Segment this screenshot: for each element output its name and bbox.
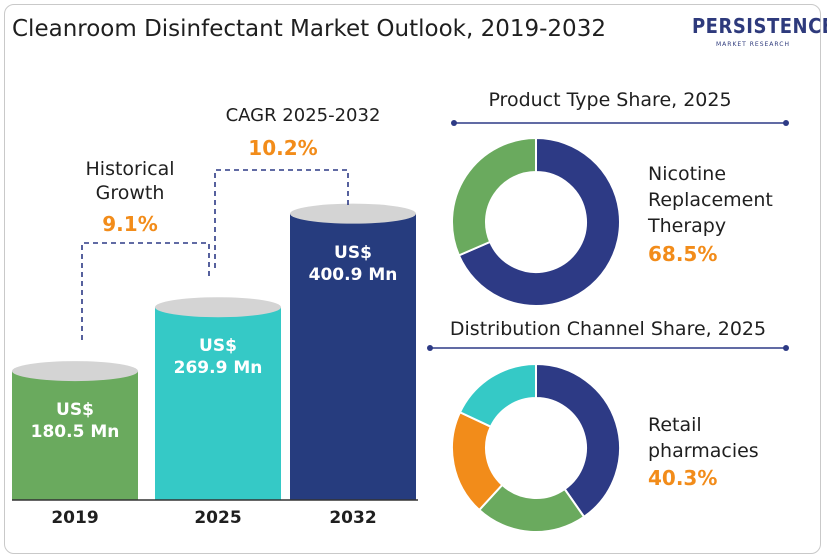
- product-name-line2: Replacement: [648, 189, 773, 211]
- product-highlight-value: 68.5%: [648, 242, 718, 266]
- bar-value-currency: US$: [56, 400, 94, 421]
- bar-2019: [12, 361, 138, 500]
- distribution-channel-donut: [451, 362, 621, 533]
- distribution-name-line2: pharmacies: [648, 440, 759, 462]
- cagr-connector: [214, 169, 349, 268]
- historical-connector: [81, 242, 210, 340]
- bar-2032: [290, 203, 416, 500]
- bar-value-currency: US$: [334, 242, 372, 263]
- product-name-line3: Therapy: [648, 215, 727, 237]
- page-title: Cleanroom Disinfectant Market Outlook, 2…: [12, 16, 606, 42]
- bar-value-currency: US$: [199, 336, 237, 357]
- x-tick-label: 2032: [329, 508, 377, 528]
- bar-2025: [155, 297, 281, 500]
- bar-value-label: US$ 400.9 Mn: [290, 242, 416, 286]
- donut-slice: [458, 362, 537, 429]
- bar-value-amount: 269.9 Mn: [173, 358, 263, 379]
- bar-value-label: US$ 180.5 Mn: [12, 399, 138, 443]
- cagr-value: 10.2%: [248, 136, 318, 160]
- logo-tagline: MARKET RESEARCH: [716, 41, 790, 48]
- product-type-title: Product Type Share, 2025: [488, 89, 732, 111]
- product-name-line1: Nicotine: [648, 163, 727, 185]
- distribution-highlight-name: Retail pharmacies: [648, 412, 759, 464]
- distribution-highlight-value: 40.3%: [648, 466, 718, 490]
- historical-growth-label: Historical Growth: [80, 157, 180, 205]
- x-tick-label: 2019: [51, 508, 99, 528]
- brand-logo: PERSISTENCE MARKET RESEARCH: [692, 14, 827, 58]
- bar-value-amount: 400.9 Mn: [308, 264, 398, 285]
- distribution-channel-title: Distribution Channel Share, 2025: [449, 318, 767, 340]
- product-highlight-name: Nicotine Replacement Therapy: [648, 161, 773, 239]
- infographic-frame: [4, 4, 821, 554]
- cagr-label: CAGR 2025-2032: [225, 105, 381, 126]
- donut-slice: [535, 362, 621, 519]
- distribution-name-line1: Retail: [648, 414, 702, 436]
- historical-label-line2: Growth: [95, 182, 165, 204]
- historical-label-line1: Historical: [85, 158, 175, 180]
- donut-slice: [451, 136, 537, 257]
- product-type-donut: [451, 136, 621, 307]
- bar-value-amount: 180.5 Mn: [30, 422, 120, 443]
- logo-wordmark: PERSISTENCE: [692, 14, 827, 38]
- historical-growth-value: 9.1%: [102, 212, 158, 236]
- bar-value-label: US$ 269.9 Mn: [155, 335, 281, 379]
- donut-slice: [457, 136, 621, 307]
- x-tick-label: 2025: [194, 508, 242, 528]
